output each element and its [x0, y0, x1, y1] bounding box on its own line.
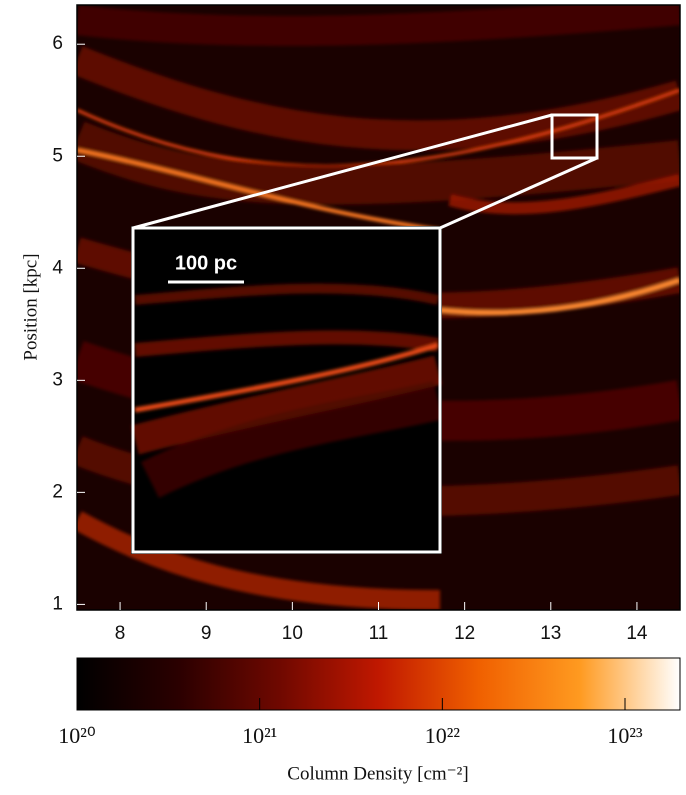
- density-map: [77, 5, 680, 610]
- x-tick-label: 9: [201, 623, 212, 644]
- y-tick-label: 5: [52, 145, 63, 166]
- y-axis-label: Position [kpc]: [20, 253, 41, 360]
- y-tick-label: 1: [52, 593, 63, 614]
- zoom-box: [550, 113, 599, 160]
- x-tick-label: 12: [454, 623, 475, 644]
- x-tick-label: 14: [626, 623, 648, 644]
- y-tick-label: 4: [52, 257, 63, 278]
- colorbar-tick-label: 10²²: [425, 723, 461, 748]
- x-tick-label: 11: [369, 623, 389, 644]
- x-tick-label: 10: [282, 623, 303, 644]
- x-tick-label: 13: [540, 623, 561, 644]
- connector: [439, 156, 598, 230]
- colorbar: [76, 657, 681, 711]
- colorbar-tick-label: 10²⁰: [58, 723, 96, 748]
- y-tick-label: 3: [52, 369, 63, 390]
- colorbar-label: Column Density [cm⁻²]: [287, 763, 468, 784]
- y-tick-label: 2: [52, 481, 63, 502]
- colorbar-tick-label: 10²¹: [242, 723, 277, 748]
- colorbar-tick-label: 10²³: [607, 723, 643, 748]
- x-tick-label: 8: [115, 623, 126, 644]
- inset-frame: [131, 226, 442, 554]
- inset: [131, 113, 599, 554]
- y-tick-label: 6: [52, 33, 63, 54]
- scale-label: 100 pc: [175, 252, 237, 274]
- connector: [132, 113, 553, 230]
